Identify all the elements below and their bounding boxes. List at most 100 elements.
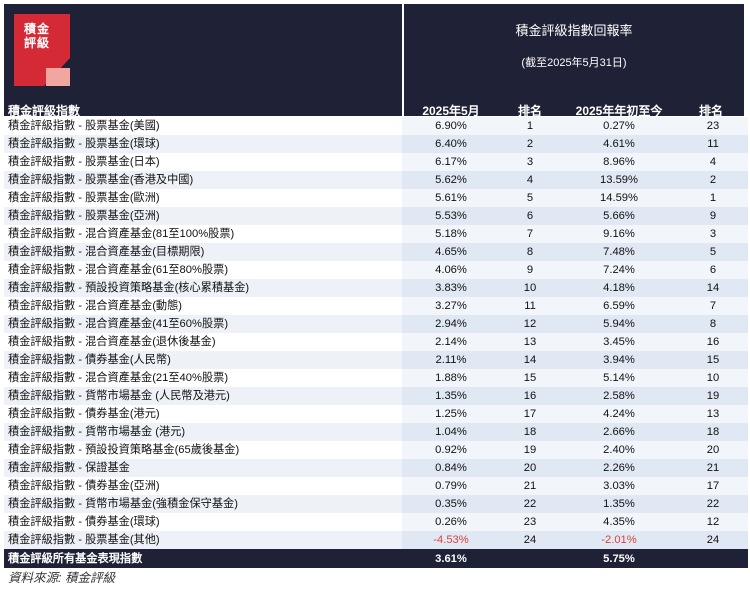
index-name-cell: 積金評級指數 - 混合資產基金(61至80%股票) (4, 261, 402, 279)
ytd-rank-cell: 8 (678, 315, 748, 333)
ytd-rank-cell: 21 (678, 459, 748, 477)
month-rank-cell: 8 (500, 243, 560, 261)
index-name-cell: 積金評級指數 - 債券基金(人民幣) (4, 351, 402, 369)
index-name-cell: 積金評級指數 - 混合資產基金(81至100%股票) (4, 225, 402, 243)
table-row: 積金評級指數 - 股票基金(歐洲) 5.61% 5 14.59% 1 (4, 189, 748, 207)
ytd-return-cell: 4.18% (560, 279, 678, 297)
table-body: 積金評級指數 - 股票基金(美國) 6.90% 1 0.27% 23 積金評級指數 - 股… (4, 117, 748, 549)
ytd-rank-cell: 12 (678, 513, 748, 531)
total-row: 積金評級所有基金表現指數 3.61% 5.75% (4, 549, 748, 568)
ytd-rank-cell: 10 (678, 369, 748, 387)
index-name-cell: 積金評級指數 - 貨幣市場基金 (人民幣及港元) (4, 387, 402, 405)
ytd-rank-cell: 9 (678, 207, 748, 225)
source-note: 資料來源: 積金評級 (8, 571, 115, 585)
total-rank-month-empty (500, 549, 560, 568)
month-return-cell: 5.18% (402, 225, 500, 243)
month-rank-cell: 17 (500, 405, 560, 423)
ytd-return-cell: 4.35% (560, 513, 678, 531)
table-row: 積金評級指數 - 混合資產基金(41至60%股票) 2.94% 12 5.94% 8 (4, 315, 748, 333)
column-header-index: 積金評級指數 (8, 104, 81, 118)
table-row: 積金評級指數 - 混合資產基金(61至80%股票) 4.06% 9 7.24% 6 (4, 261, 748, 279)
ytd-return-cell: 3.03% (560, 477, 678, 495)
total-ytd: 5.75% (560, 549, 678, 568)
table-row: 積金評級指數 - 股票基金(亞洲) 5.53% 6 5.66% 9 (4, 207, 748, 225)
ytd-rank-cell: 20 (678, 441, 748, 459)
table-row: 積金評級指數 - 股票基金(美國) 6.90% 1 0.27% 23 (4, 117, 748, 135)
index-returns-table: 積金評級指數 - 股票基金(美國) 6.90% 1 0.27% 23 積金評級指數 - 股… (4, 117, 748, 568)
month-return-cell: 1.35% (402, 387, 500, 405)
table-row: 積金評級指數 - 預設投資策略基金(核心累積基金) 3.83% 10 4.18% 14 (4, 279, 748, 297)
table-row: 積金評級指數 - 債券基金(亞洲) 0.79% 21 3.03% 17 (4, 477, 748, 495)
ytd-return-cell: 7.48% (560, 243, 678, 261)
table-row: 積金評級指數 - 債券基金(環球) 0.26% 23 4.35% 12 (4, 513, 748, 531)
index-name-cell: 積金評級指數 - 預設投資策略基金(65歲後基金) (4, 441, 402, 459)
table-row: 積金評級指數 - 債券基金(人民幣) 2.11% 14 3.94% 15 (4, 351, 748, 369)
month-rank-cell: 22 (500, 495, 560, 513)
index-name-cell: 積金評級指數 - 貨幣市場基金(強積金保守基金) (4, 495, 402, 513)
index-name-cell: 積金評級指數 - 混合資產基金(目標期限) (4, 243, 402, 261)
brand-logo-text: 積金 評級 (24, 22, 50, 50)
month-rank-cell: 2 (500, 135, 560, 153)
column-header-ytd: 2025年年初至今 (575, 104, 663, 118)
ytd-rank-cell: 15 (678, 351, 748, 369)
index-name-cell: 積金評級指數 - 混合資產基金(動態) (4, 297, 402, 315)
ytd-return-cell: 2.66% (560, 423, 678, 441)
ytd-return-cell: 9.16% (560, 225, 678, 243)
ytd-rank-cell: 5 (678, 243, 748, 261)
month-return-cell: -4.53% (402, 531, 500, 549)
table-row: 積金評級指數 - 股票基金(日本) 6.17% 3 8.96% 4 (4, 153, 748, 171)
column-header-rank-month: 排名 (517, 104, 542, 118)
month-rank-cell: 21 (500, 477, 560, 495)
month-return-cell: 1.25% (402, 405, 500, 423)
index-name-cell: 積金評級指數 - 債券基金(港元) (4, 405, 402, 423)
header-divider (402, 4, 404, 116)
table-subtitle: (截至2025年5月31日) (521, 57, 627, 69)
index-name-cell: 積金評級指數 - 股票基金(其他) (4, 531, 402, 549)
table-row: 積金評級指數 - 股票基金(香港及中國) 5.62% 4 13.59% 2 (4, 171, 748, 189)
month-rank-cell: 13 (500, 333, 560, 351)
table-row: 積金評級指數 - 預設投資策略基金(65歲後基金) 0.92% 19 2.40% 20 (4, 441, 748, 459)
month-return-cell: 2.11% (402, 351, 500, 369)
table-title: 積金評級指數回報率 (515, 23, 633, 38)
ytd-return-cell: 3.45% (560, 333, 678, 351)
total-name: 積金評級所有基金表現指數 (4, 549, 402, 568)
month-rank-cell: 12 (500, 315, 560, 333)
month-rank-cell: 19 (500, 441, 560, 459)
ytd-rank-cell: 3 (678, 225, 748, 243)
ytd-rank-cell: 23 (678, 117, 748, 135)
ytd-return-cell: -2.01% (560, 531, 678, 549)
index-name-cell: 積金評級指數 - 預設投資策略基金(核心累積基金) (4, 279, 402, 297)
ytd-rank-cell: 24 (678, 531, 748, 549)
month-rank-cell: 9 (500, 261, 560, 279)
ytd-rank-cell: 16 (678, 333, 748, 351)
ytd-rank-cell: 18 (678, 423, 748, 441)
ytd-return-cell: 5.94% (560, 315, 678, 333)
index-name-cell: 積金評級指數 - 債券基金(環球) (4, 513, 402, 531)
index-name-cell: 積金評級指數 - 股票基金(歐洲) (4, 189, 402, 207)
table-row: 積金評級指數 - 貨幣市場基金 (港元) 1.04% 18 2.66% 18 (4, 423, 748, 441)
ytd-rank-cell: 7 (678, 297, 748, 315)
ytd-return-cell: 0.27% (560, 117, 678, 135)
month-rank-cell: 7 (500, 225, 560, 243)
month-rank-cell: 23 (500, 513, 560, 531)
month-return-cell: 1.04% (402, 423, 500, 441)
month-rank-cell: 10 (500, 279, 560, 297)
table-row: 積金評級指數 - 混合資產基金(目標期限) 4.65% 8 7.48% 5 (4, 243, 748, 261)
ytd-rank-cell: 17 (678, 477, 748, 495)
ytd-rank-cell: 13 (678, 405, 748, 423)
month-return-cell: 0.35% (402, 495, 500, 513)
index-name-cell: 積金評級指數 - 股票基金(美國) (4, 117, 402, 135)
month-rank-cell: 14 (500, 351, 560, 369)
month-return-cell: 4.65% (402, 243, 500, 261)
column-header-rank-ytd: 排名 (698, 104, 723, 118)
table-row: 積金評級指數 - 股票基金(環球) 6.40% 2 4.61% 11 (4, 135, 748, 153)
table-row: 積金評級指數 - 混合資產基金(動態) 3.27% 11 6.59% 7 (4, 297, 748, 315)
table-row: 積金評級指數 - 債券基金(港元) 1.25% 17 4.24% 13 (4, 405, 748, 423)
index-name-cell: 積金評級指數 - 股票基金(香港及中國) (4, 171, 402, 189)
month-return-cell: 5.53% (402, 207, 500, 225)
table-footer: 積金評級所有基金表現指數 3.61% 5.75% (4, 549, 748, 568)
ytd-rank-cell: 19 (678, 387, 748, 405)
month-rank-cell: 11 (500, 297, 560, 315)
ytd-return-cell: 4.24% (560, 405, 678, 423)
month-rank-cell: 6 (500, 207, 560, 225)
